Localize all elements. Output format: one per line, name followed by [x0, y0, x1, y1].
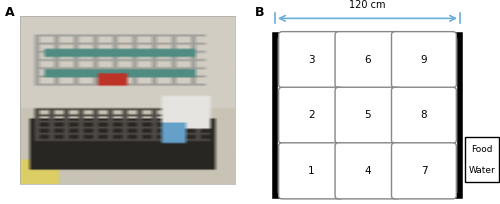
FancyBboxPatch shape — [392, 32, 456, 88]
Text: 1: 1 — [308, 166, 314, 176]
Text: 8: 8 — [420, 110, 427, 120]
Text: 3: 3 — [308, 55, 314, 65]
Bar — [275, 35, 460, 196]
FancyBboxPatch shape — [392, 143, 456, 199]
Text: 5: 5 — [364, 110, 371, 120]
Bar — [465, 137, 499, 182]
Text: 7: 7 — [420, 166, 427, 176]
FancyBboxPatch shape — [335, 32, 400, 88]
Text: 6: 6 — [364, 55, 371, 65]
Text: 2: 2 — [308, 110, 314, 120]
Text: B: B — [255, 6, 264, 19]
Text: 4: 4 — [364, 166, 371, 176]
Text: 120 cm: 120 cm — [349, 0, 386, 10]
FancyBboxPatch shape — [278, 143, 344, 199]
Text: Water: Water — [468, 166, 495, 175]
Text: 9: 9 — [420, 55, 427, 65]
FancyBboxPatch shape — [335, 87, 400, 143]
Text: A: A — [5, 6, 15, 19]
FancyBboxPatch shape — [335, 143, 400, 199]
FancyBboxPatch shape — [278, 87, 344, 143]
Text: Food: Food — [471, 145, 492, 154]
FancyBboxPatch shape — [278, 32, 344, 88]
FancyBboxPatch shape — [392, 87, 456, 143]
